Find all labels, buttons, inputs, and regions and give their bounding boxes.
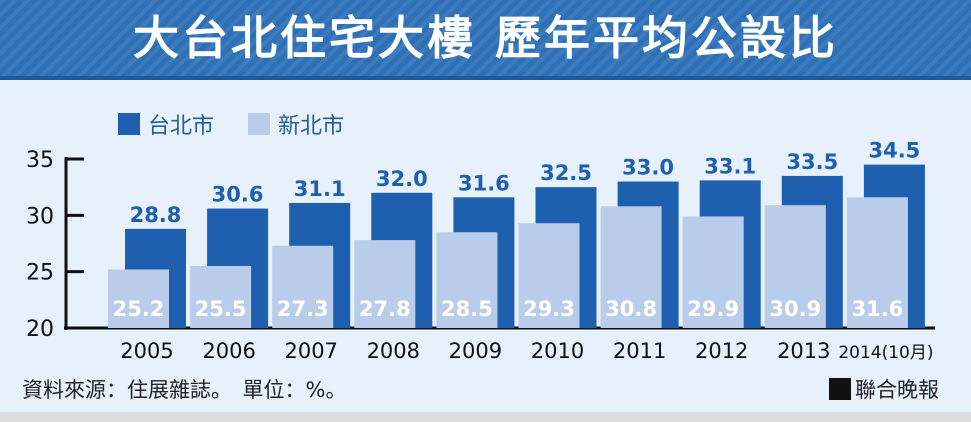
data-label-taipei: 31.1	[294, 177, 346, 201]
data-label-taipei: 33.1	[704, 154, 756, 178]
data-label-taipei: 31.6	[458, 171, 510, 195]
bottom-strip	[0, 412, 971, 422]
data-label-newtaipei: 29.3	[523, 297, 575, 321]
x-tick-label: 2009	[449, 339, 502, 363]
data-label-newtaipei: 27.8	[359, 297, 411, 321]
data-label-newtaipei: 30.9	[769, 297, 821, 321]
y-tick-label: 35	[26, 148, 54, 173]
legend-item-taipei: 台北市	[118, 108, 214, 140]
bar-newtaipei	[518, 223, 580, 328]
brand-credit: 聯合晚報	[829, 374, 939, 404]
bar-newtaipei	[764, 205, 826, 328]
data-label-taipei: 33.0	[622, 156, 674, 180]
x-tick-label: 2011	[613, 339, 666, 363]
bar-newtaipei	[436, 232, 498, 328]
bar-newtaipei	[682, 216, 744, 328]
data-label-newtaipei: 28.5	[441, 297, 493, 321]
data-label-newtaipei: 29.9	[687, 297, 739, 321]
bar-newtaipei	[108, 269, 169, 328]
legend-swatch-newtaipei	[248, 113, 271, 135]
x-tick-label: 2013	[777, 339, 830, 363]
x-tick-label: 2008	[367, 339, 420, 363]
x-tick-label: 2012	[695, 339, 748, 363]
data-label-taipei: 28.8	[130, 203, 182, 227]
data-label-taipei: 34.5	[868, 139, 920, 163]
data-label-newtaipei: 25.5	[195, 297, 247, 321]
y-tick-label: 20	[26, 317, 54, 342]
source-note: 資料來源：住展雜誌。 單位：%。	[22, 378, 347, 402]
title-banner: 大台北住宅大樓 歷年平均公設比	[0, 0, 971, 80]
y-tick-label: 25	[26, 261, 54, 286]
x-tick-label: 2007	[284, 339, 337, 363]
bar-newtaipei	[272, 245, 334, 328]
brand-square-icon	[829, 378, 851, 400]
legend-swatch-taipei	[118, 113, 140, 135]
x-tick-label: 2005	[120, 339, 173, 363]
data-label-newtaipei: 27.3	[277, 297, 329, 321]
data-label-newtaipei: 30.8	[605, 297, 657, 321]
brand-name: 聯合晚報	[855, 378, 939, 402]
data-label-taipei: 32.0	[376, 167, 428, 191]
x-tick-label: 2010	[531, 339, 584, 363]
data-label-taipei: 30.6	[212, 183, 264, 207]
legend-label-taipei: 台北市	[148, 114, 215, 139]
x-tick-label: 2006	[202, 339, 255, 363]
bar-newtaipei	[190, 266, 252, 328]
bar-newtaipei	[600, 206, 662, 328]
y-tick-label: 30	[26, 204, 54, 229]
data-label-taipei: 33.5	[786, 150, 838, 174]
x-tick-label: 2014(10月)	[838, 343, 933, 363]
legend-item-newtaipei: 新北市	[248, 108, 344, 140]
data-label-newtaipei: 25.2	[113, 297, 165, 321]
data-label-taipei: 32.5	[540, 161, 592, 185]
legend-label-newtaipei: 新北市	[278, 114, 345, 139]
legend: 台北市 新北市	[118, 108, 378, 140]
bar-newtaipei	[354, 240, 416, 328]
data-label-newtaipei: 31.6	[851, 297, 903, 321]
bar-newtaipei	[846, 197, 908, 328]
chart-title: 大台北住宅大樓 歷年平均公設比	[132, 11, 838, 65]
